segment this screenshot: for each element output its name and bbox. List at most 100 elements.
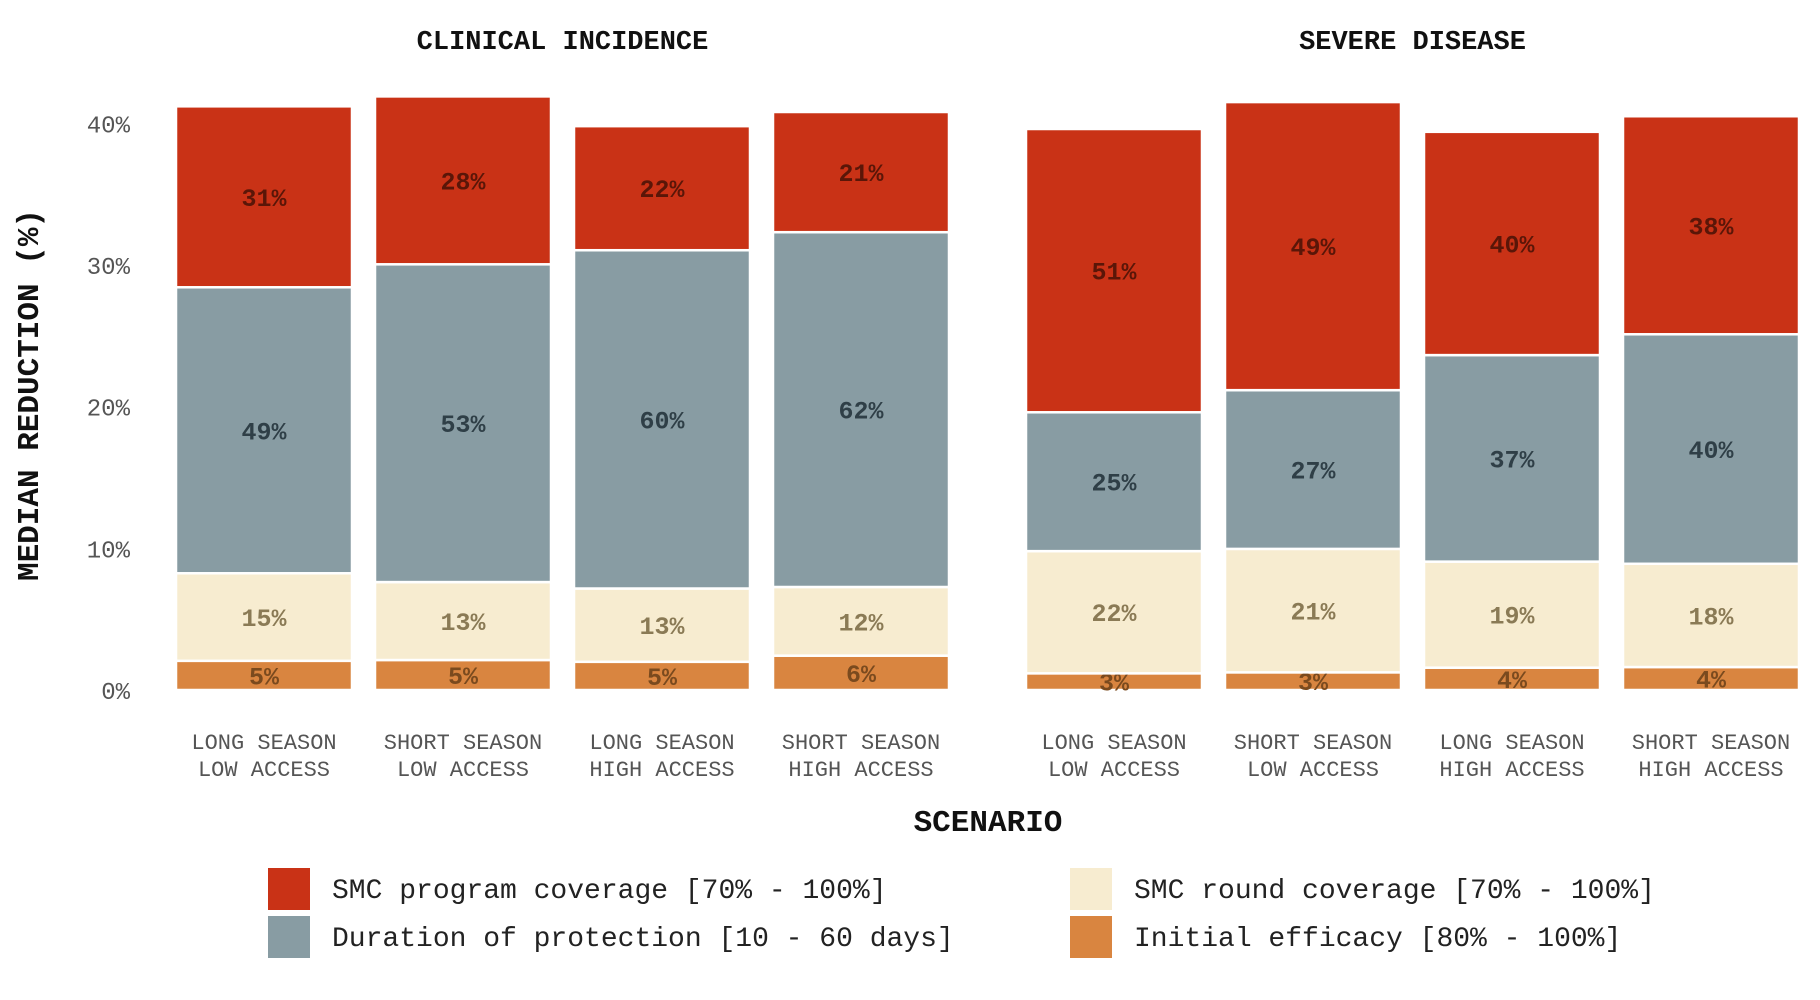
x-tick-label: HIGH ACCESS <box>589 758 734 783</box>
data-label: 5% <box>647 664 678 693</box>
bar-stack: 3%22%25%51% <box>1024 127 1204 699</box>
bar-segment <box>174 105 354 289</box>
y-tick-label: 0% <box>101 680 130 707</box>
x-tick-label: LONG SEASON <box>191 731 336 756</box>
x-tick-label: HIGH ACCESS <box>1638 758 1783 783</box>
data-label: 60% <box>639 407 685 436</box>
data-label: 27% <box>1290 458 1336 487</box>
data-label: 53% <box>440 411 486 440</box>
bar-segment <box>1621 115 1801 336</box>
data-label: 21% <box>1290 599 1336 628</box>
data-label: 37% <box>1489 446 1535 475</box>
legend-swatch <box>1070 868 1112 910</box>
data-label: 51% <box>1091 259 1137 288</box>
bar-segment <box>373 263 553 584</box>
y-tick-label: 40% <box>87 113 131 140</box>
bar-segment <box>1223 100 1403 392</box>
data-label: 49% <box>1290 234 1336 263</box>
bar-segment <box>771 110 951 234</box>
y-tick-label: 30% <box>87 255 131 282</box>
bar-segment <box>1024 127 1204 414</box>
data-label: 62% <box>838 398 884 427</box>
bar-segment <box>373 580 553 662</box>
data-label: 25% <box>1091 470 1137 499</box>
data-label: 5% <box>448 663 479 692</box>
data-label: 4% <box>1696 667 1727 696</box>
bar-segment <box>1422 130 1602 357</box>
panel-title: CLINICAL INCIDENCE <box>417 28 709 58</box>
x-tick-label: LONG SEASON <box>589 731 734 756</box>
bar-segment <box>572 248 752 590</box>
x-tick-label: HIGH ACCESS <box>1439 758 1584 783</box>
x-tick-label: SHORT SEASON <box>1632 731 1790 756</box>
legend-swatch <box>1070 916 1112 958</box>
bar-segment <box>1422 560 1602 669</box>
bar-segment <box>572 124 752 252</box>
legend-swatch <box>268 916 310 958</box>
bar-stack: 4% 19% 37% 40% <box>1422 130 1602 696</box>
data-label: 13% <box>639 613 685 642</box>
data-label: 18% <box>1688 603 1734 632</box>
data-label: 28% <box>440 168 486 197</box>
bar-segment <box>1024 549 1204 675</box>
x-tick-label: LOW ACCESS <box>1048 758 1180 783</box>
bar-segment <box>1621 333 1801 566</box>
y-tick-label: 10% <box>87 538 131 565</box>
data-label: 6% <box>846 661 877 690</box>
panel-clinical-incidence: CLINICAL INCIDENCE 5% 15% 49% 31% LONG SEASON… <box>174 28 951 783</box>
data-label: 5% <box>249 663 280 692</box>
legend-label: Duration of protection [10 - 60 days] <box>332 924 954 955</box>
bar-segment <box>1223 388 1403 551</box>
legend-label: SMC program coverage [70% - 100%] <box>332 876 887 907</box>
data-label: 19% <box>1489 603 1535 632</box>
x-tick-label: LOW ACCESS <box>397 758 529 783</box>
legend-item: SMC round coverage [70% - 100%] <box>1070 868 1655 910</box>
y-tick-label: 20% <box>87 397 131 424</box>
data-label: 31% <box>241 185 287 214</box>
bar-segment <box>771 654 951 692</box>
bar-stack: 3% 21% 27% 49% <box>1223 100 1403 698</box>
x-tick-label: LONG SEASON <box>1439 731 1584 756</box>
data-label: 22% <box>1091 600 1137 629</box>
data-label: 12% <box>838 609 884 638</box>
data-label: 49% <box>241 418 287 447</box>
data-label: 3% <box>1298 669 1329 698</box>
legend-item: SMC program coverage [70% - 100%] <box>268 868 887 910</box>
x-tick-label: SHORT SEASON <box>1234 731 1392 756</box>
data-label: 22% <box>639 176 685 205</box>
bar-stack: 5% 13% 53% 28% <box>373 95 553 692</box>
data-label: 13% <box>440 609 486 638</box>
y-axis-label: MEDIAN REDUCTION (%) <box>13 209 48 581</box>
bar-segment <box>373 95 553 266</box>
data-label: 15% <box>241 605 287 634</box>
bar-stack: 6% 12% 62% 21% <box>771 110 951 692</box>
legend-label: Initial efficacy [80% - 100%] <box>1134 924 1621 955</box>
bar-segment <box>572 660 752 692</box>
data-label: 4% <box>1497 667 1528 696</box>
x-tick-label: LOW ACCESS <box>1247 758 1379 783</box>
panels: CLINICAL INCIDENCE 5% 15% 49% 31% LONG SEASON… <box>174 28 1801 783</box>
data-label: 21% <box>838 160 884 189</box>
x-tick-label: LONG SEASON <box>1041 731 1186 756</box>
x-tick-label: HIGH ACCESS <box>788 758 933 783</box>
legend-item: Duration of protection [10 - 60 days] <box>268 916 954 958</box>
bar-segment <box>1621 562 1801 669</box>
bar-stack: 5% 15% 49% 31% <box>174 105 354 692</box>
bar-segment <box>174 659 354 692</box>
legend-item: Initial efficacy [80% - 100%] <box>1070 916 1621 958</box>
x-tick-label: SHORT SEASON <box>384 731 542 756</box>
panel-title: SEVERE DISEASE <box>1299 28 1526 58</box>
bar-stack: 5% 13% 60% 22% <box>572 124 752 693</box>
x-tick-label: SHORT SEASON <box>782 731 940 756</box>
data-label: 40% <box>1688 437 1734 466</box>
bar-segment <box>572 587 752 664</box>
x-axis-label: SCENARIO <box>914 806 1063 841</box>
data-label: 38% <box>1688 213 1734 242</box>
legend-swatch <box>268 868 310 910</box>
bar-segment <box>771 230 951 589</box>
legend-label: SMC round coverage [70% - 100%] <box>1134 876 1655 907</box>
bar-segment <box>174 572 354 663</box>
legend: SMC program coverage [70% - 100%] SMC rou… <box>268 868 1655 958</box>
